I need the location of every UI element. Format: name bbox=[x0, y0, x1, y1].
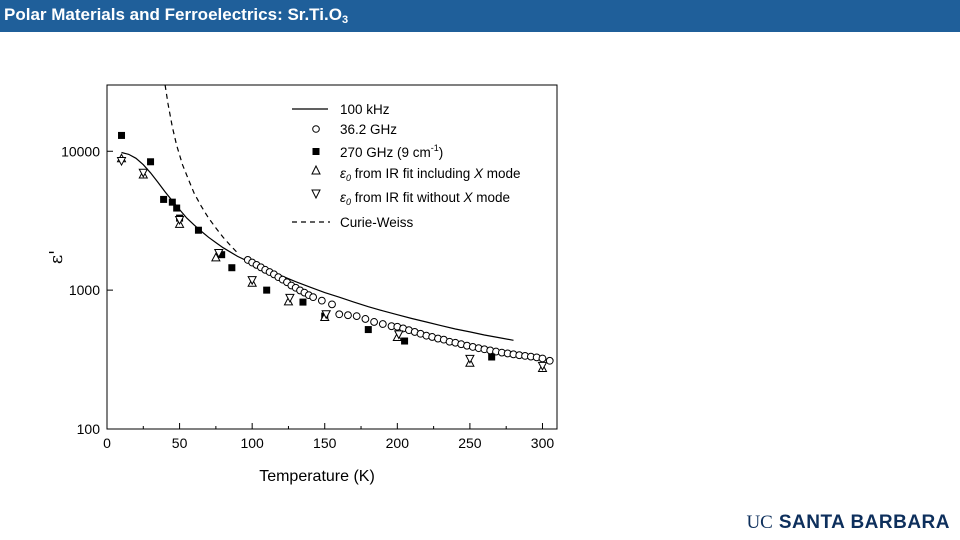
data-point bbox=[309, 293, 318, 302]
y-tick-label: 10000 bbox=[61, 143, 100, 159]
legend-ir-incl-x: X bbox=[473, 166, 484, 181]
data-point bbox=[247, 276, 257, 286]
data-point bbox=[361, 315, 370, 323]
data-point bbox=[335, 310, 344, 319]
data-point bbox=[352, 312, 361, 321]
x-tick-label: 0 bbox=[103, 435, 111, 451]
data-point bbox=[160, 195, 168, 203]
data-point bbox=[321, 310, 332, 320]
data-point bbox=[328, 300, 336, 309]
y-axis-label: ε' bbox=[46, 250, 67, 264]
axis-layer: 0 50 100 150 200 250 300 100 1000 10000 Temperatur… bbox=[46, 143, 554, 485]
title-bar: Polar Materials and Ferroelectrics: Sr.T… bbox=[0, 0, 960, 32]
legend-ir-excl-tail: mode bbox=[473, 190, 511, 205]
legend-ir-incl-sym: ε bbox=[340, 166, 347, 181]
legend-marker-270ghz bbox=[312, 148, 320, 155]
data-point bbox=[364, 326, 372, 334]
legend-label-ir-incl: ε0 from IR fit including X mode bbox=[340, 166, 521, 183]
data-point bbox=[545, 356, 554, 365]
legend-label-100khz: 100 kHz bbox=[340, 102, 390, 117]
data-point bbox=[299, 298, 307, 306]
x-tick-label: 250 bbox=[458, 435, 482, 451]
slide-title-subscript: 3 bbox=[341, 14, 349, 26]
data-point bbox=[263, 286, 271, 294]
x-tick-label: 200 bbox=[386, 435, 410, 451]
data-point bbox=[168, 198, 176, 206]
logo-name: SANTA BARBARA bbox=[778, 512, 950, 533]
x-tick-label: 300 bbox=[531, 435, 555, 451]
legend-label-36ghz: 36.2 GHz bbox=[340, 122, 397, 137]
legend-ir-excl-text: from IR fit without bbox=[351, 190, 464, 205]
legend-ir-excl-x: X bbox=[462, 190, 473, 205]
legend-270-sup: -1 bbox=[431, 143, 439, 153]
data-point bbox=[465, 354, 475, 364]
data-point bbox=[537, 361, 548, 371]
data-point bbox=[213, 249, 224, 259]
y-tick-label: 1000 bbox=[69, 282, 100, 298]
legend-ir-excl-sub: 0 bbox=[346, 197, 351, 207]
data-point bbox=[370, 318, 378, 326]
legend-ir-incl-sub: 0 bbox=[346, 173, 351, 183]
x-tick-label: 50 bbox=[172, 435, 188, 451]
series-line bbox=[164, 84, 239, 254]
x-tick-label: 150 bbox=[313, 435, 337, 451]
series-layer bbox=[116, 84, 554, 372]
data-point bbox=[228, 264, 236, 272]
data-point bbox=[488, 353, 496, 361]
legend-270-close: ) bbox=[439, 145, 444, 160]
y-tick-label: 100 bbox=[77, 421, 101, 437]
legend: 100 kHz 36.2 GHz 270 GHz (9 cm-1) ε0 fro… bbox=[292, 102, 521, 230]
legend-label-270ghz: 270 GHz (9 cm-1) bbox=[340, 143, 443, 160]
legend-label-curie-weiss: Curie-Weiss bbox=[340, 215, 414, 230]
data-point bbox=[317, 296, 326, 305]
series-5 bbox=[164, 84, 239, 254]
data-point bbox=[393, 330, 404, 340]
legend-marker-36ghz bbox=[312, 125, 320, 133]
data-point bbox=[285, 293, 295, 303]
x-tick-label: 100 bbox=[240, 435, 264, 451]
data-point bbox=[138, 168, 149, 178]
legend-ir-incl-text: from IR fit including bbox=[351, 166, 474, 181]
legend-270-text: 270 GHz (9 cm bbox=[340, 145, 431, 160]
legend-ir-incl-tail: mode bbox=[483, 166, 521, 181]
slide-title-main: Polar Materials and Ferroelectrics: Sr.T… bbox=[4, 5, 342, 24]
ucsb-logo: UC SANTA BARBARA bbox=[746, 512, 950, 534]
x-axis-label: Temperature (K) bbox=[259, 468, 375, 485]
data-point bbox=[344, 311, 352, 320]
data-point bbox=[118, 131, 126, 139]
data-point bbox=[174, 215, 185, 226]
data-point bbox=[218, 251, 226, 259]
data-point bbox=[116, 157, 127, 167]
series-4 bbox=[116, 157, 548, 371]
slide-title: Polar Materials and Ferroelectrics: Sr.T… bbox=[4, 5, 348, 26]
data-point bbox=[211, 252, 221, 262]
legend-marker-ir-incl bbox=[311, 164, 321, 175]
data-point bbox=[173, 204, 181, 212]
chart: 0 50 100 150 200 250 300 100 1000 10000 Temperatur… bbox=[46, 84, 558, 485]
data-point bbox=[538, 354, 547, 363]
legend-ir-excl-sym: ε bbox=[340, 190, 347, 205]
legend-marker-ir-excl bbox=[311, 189, 321, 200]
data-point bbox=[378, 320, 387, 328]
logo-uc: UC bbox=[746, 512, 773, 533]
plot-frame bbox=[106, 84, 558, 430]
series-1 bbox=[243, 256, 554, 365]
data-point bbox=[401, 337, 409, 345]
data-point bbox=[194, 226, 202, 234]
plot-area bbox=[106, 84, 558, 430]
data-point bbox=[147, 158, 155, 166]
legend-label-ir-excl: ε0 from IR fit without X mode bbox=[340, 190, 510, 207]
